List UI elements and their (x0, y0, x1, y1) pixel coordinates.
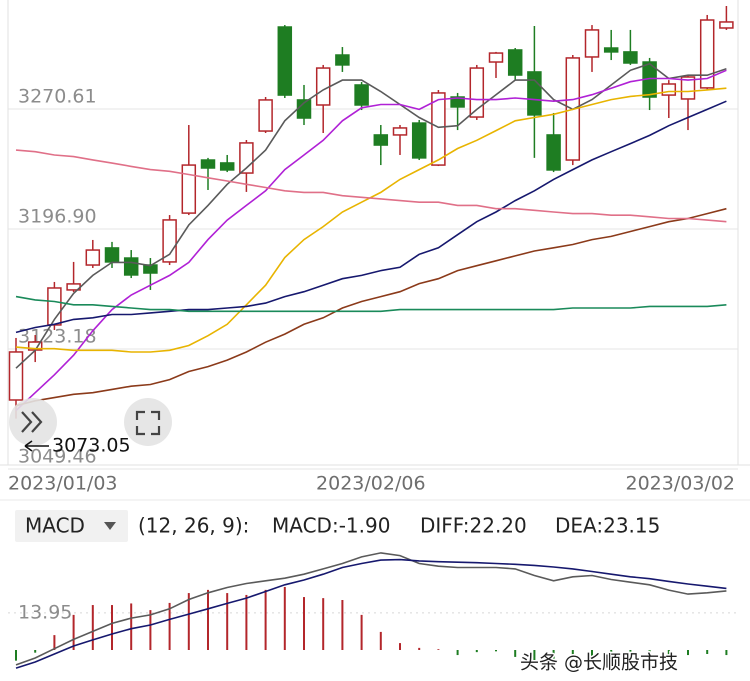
indicator-name: MACD (25, 514, 85, 538)
candle-body (335, 54, 350, 66)
low-arrow (24, 440, 49, 452)
candle-body (104, 247, 120, 263)
x-tick-label: 2023/02/06 (316, 473, 426, 495)
line-series (15, 207, 727, 407)
macd-value: MACD:-1.90 (272, 514, 390, 538)
line-series (15, 295, 727, 313)
candle-body (354, 84, 369, 106)
candle-body (546, 134, 561, 171)
low-label: 3073.05 (52, 435, 131, 457)
dropdown-caret (104, 522, 116, 530)
candle-body (392, 127, 408, 136)
candle-body (277, 26, 293, 96)
candle-body (258, 99, 273, 132)
line-series (15, 149, 727, 223)
candle-body (219, 162, 235, 171)
indicator-dropdown[interactable] (15, 510, 128, 542)
candle-body (8, 351, 24, 401)
candle-body (162, 219, 177, 263)
macd-panel: 13.95 (8, 552, 738, 669)
collapse-button[interactable] (9, 398, 57, 446)
macd-header: MACD (12, 26, 9): MACD:-1.90 DIFF:22.20 … (15, 510, 660, 542)
candle-body (603, 47, 619, 53)
fullscreen-icon (135, 410, 161, 436)
candle-body (85, 249, 101, 266)
line-series (15, 69, 727, 412)
candle-body (719, 21, 734, 29)
candle-body (584, 29, 600, 58)
y-tick-label: 3049.46 (18, 446, 97, 468)
candle-body (623, 51, 638, 64)
collapse-icon (21, 411, 43, 433)
candle-body (123, 257, 139, 276)
candle-body (469, 67, 485, 118)
watermark: 头条 @长顺股市技 (520, 652, 678, 674)
candle-body (450, 96, 465, 108)
overlay-controls: 3073.05 (9, 398, 172, 457)
diff-value: DIFF:22.20 (420, 514, 527, 538)
x-tick-label: 2023/03/02 (625, 473, 735, 495)
y-tick-label: 13.95 (18, 601, 72, 623)
candle-body (527, 71, 542, 116)
candle-body (507, 49, 523, 76)
line-series (15, 552, 727, 666)
fullscreen-button[interactable] (124, 398, 172, 446)
y-tick-label: 3196.90 (18, 206, 97, 228)
candle-body (661, 83, 677, 96)
y-tick-label: 3270.61 (18, 85, 97, 107)
indicator-params: (12, 26, 9): (138, 514, 249, 538)
candle-body (488, 52, 504, 63)
candle-body (680, 76, 696, 100)
candle-body (200, 159, 216, 169)
dea-value: DEA:23.15 (555, 514, 660, 538)
line-series (15, 558, 727, 669)
line-series (15, 100, 727, 334)
candle-body (411, 122, 427, 159)
candle-body (431, 92, 446, 166)
candle-body (181, 164, 197, 214)
candle-body (315, 67, 331, 106)
line-series (15, 62, 727, 369)
candle-body (699, 19, 715, 89)
x-tick-label: 2023/01/03 (8, 473, 118, 495)
candle-body (373, 134, 389, 146)
